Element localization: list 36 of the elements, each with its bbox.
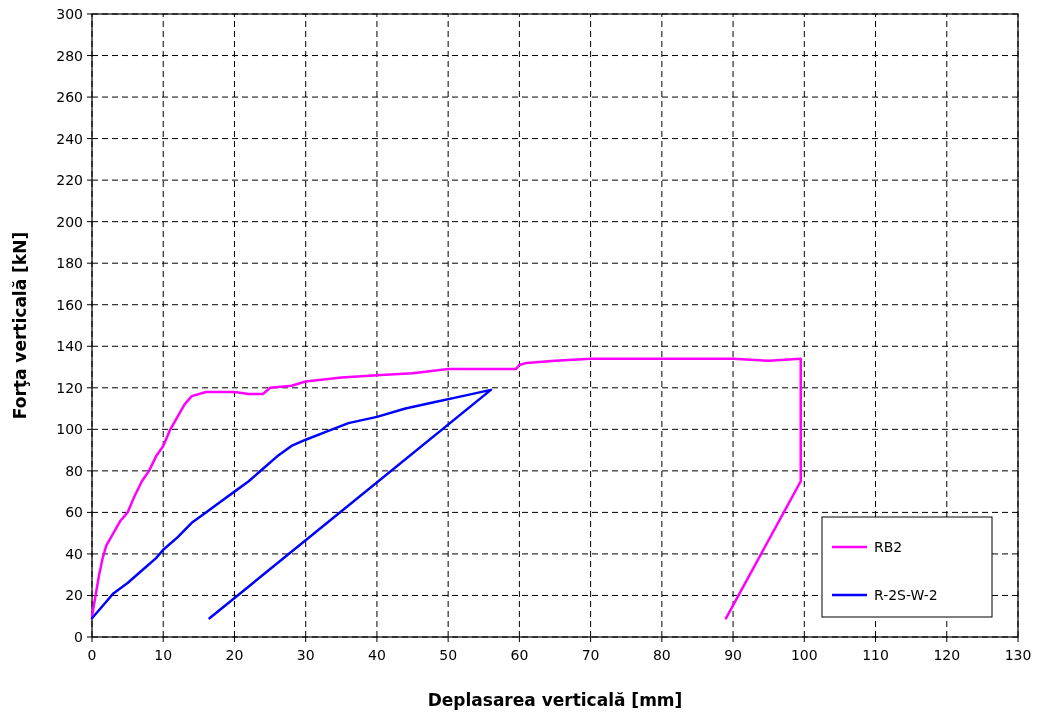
y-tick-label: 200 [56, 213, 83, 230]
x-tick-label: 130 [1004, 647, 1032, 663]
x-tick-label: 40 [368, 647, 386, 663]
x-tick-label: 70 [581, 647, 600, 663]
legend-label: RB2 [874, 539, 903, 555]
x-tick-label: 80 [652, 647, 671, 663]
y-tick-label: 20 [65, 587, 83, 604]
line-series [90, 388, 493, 620]
y-tick-label: 260 [56, 89, 83, 106]
y-tick-label: 300 [56, 6, 83, 22]
y-tick-label: 40 [65, 545, 83, 562]
line-series [90, 357, 802, 620]
x-tick-label: 110 [862, 647, 889, 663]
x-tick-label: 30 [296, 647, 315, 663]
y-tick-label: 220 [56, 172, 83, 189]
y-tick-label: 60 [65, 504, 83, 521]
y-tick-label: 0 [74, 629, 83, 645]
y-tick-label: 240 [56, 130, 83, 147]
x-tick-label: 50 [439, 647, 458, 663]
y-tick-label: 280 [56, 47, 83, 64]
y-tick-label: 160 [56, 296, 83, 313]
y-axis-title: Forţa verticală [kN] [10, 231, 30, 420]
legend-label: R-2S-W-2 [874, 587, 938, 603]
y-tick-label: 120 [56, 379, 83, 396]
x-tick-label: 0 [87, 647, 97, 663]
y-tick-label: 180 [56, 255, 83, 272]
y-tick-label: 100 [56, 421, 83, 438]
x-axis-title: Deplasarea verticală [mm] [427, 690, 683, 710]
x-tick-label: 120 [933, 647, 961, 663]
x-tick-label: 100 [790, 647, 818, 663]
x-tick-label: 60 [510, 647, 529, 663]
x-tick-label: 90 [724, 647, 742, 663]
x-tick-label: 20 [225, 647, 244, 663]
x-tick-label: 10 [154, 647, 173, 663]
y-tick-label: 80 [65, 462, 83, 479]
y-tick-label: 140 [56, 338, 83, 355]
